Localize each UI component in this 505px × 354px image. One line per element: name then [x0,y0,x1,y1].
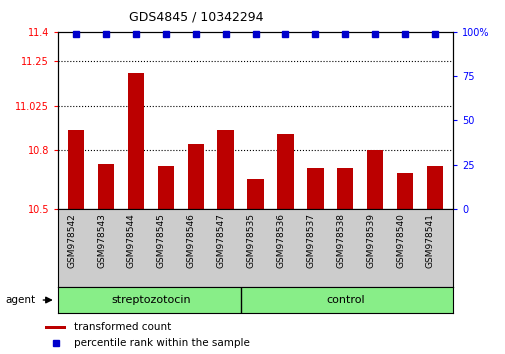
Bar [217,130,233,209]
Text: GSM978544: GSM978544 [127,213,136,268]
Text: agent: agent [5,295,35,305]
Text: GSM978540: GSM978540 [395,213,404,268]
Bar [68,130,84,209]
Bar [396,173,413,209]
Text: GSM978546: GSM978546 [186,213,195,268]
Text: GSM978541: GSM978541 [425,213,434,268]
Text: GSM978535: GSM978535 [246,213,255,268]
Bar [277,134,293,209]
Bar [247,179,263,209]
Text: GSM978542: GSM978542 [67,213,76,268]
Text: percentile rank within the sample: percentile rank within the sample [74,338,249,348]
Bar [307,167,323,209]
Bar [426,166,442,209]
Text: GSM978547: GSM978547 [216,213,225,268]
Text: transformed count: transformed count [74,322,171,332]
Text: GSM978538: GSM978538 [335,213,344,268]
Text: GSM978537: GSM978537 [306,213,315,268]
Text: GSM978539: GSM978539 [366,213,374,268]
Text: GSM978543: GSM978543 [97,213,106,268]
Bar [366,150,383,209]
Bar [157,166,174,209]
Text: GDS4845 / 10342294: GDS4845 / 10342294 [129,11,263,24]
Bar [127,73,144,209]
Text: GSM978536: GSM978536 [276,213,285,268]
Bar [187,144,204,209]
Text: streptozotocin: streptozotocin [111,295,190,305]
Bar [97,164,114,209]
Text: GSM978545: GSM978545 [157,213,166,268]
Text: control: control [325,295,364,305]
Bar [336,167,353,209]
Bar [45,326,66,329]
